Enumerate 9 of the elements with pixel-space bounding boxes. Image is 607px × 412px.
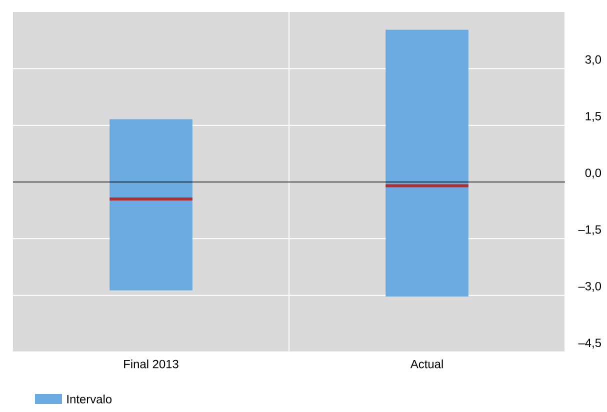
y-tick-label: 3,0 <box>585 55 602 66</box>
y-tick-label: –1,5 <box>578 225 601 236</box>
x-tick-label: Final 2013 <box>124 360 178 368</box>
legend-label: Intervalo <box>67 394 112 404</box>
y-tick-label: –4,5 <box>578 338 601 348</box>
x-tick-label: Actual <box>410 360 443 368</box>
y-tick-label: –3,0 <box>578 282 602 292</box>
y-tick-label: 0,0 <box>585 168 602 178</box>
y-tick-label: 1,5 <box>586 112 601 122</box>
